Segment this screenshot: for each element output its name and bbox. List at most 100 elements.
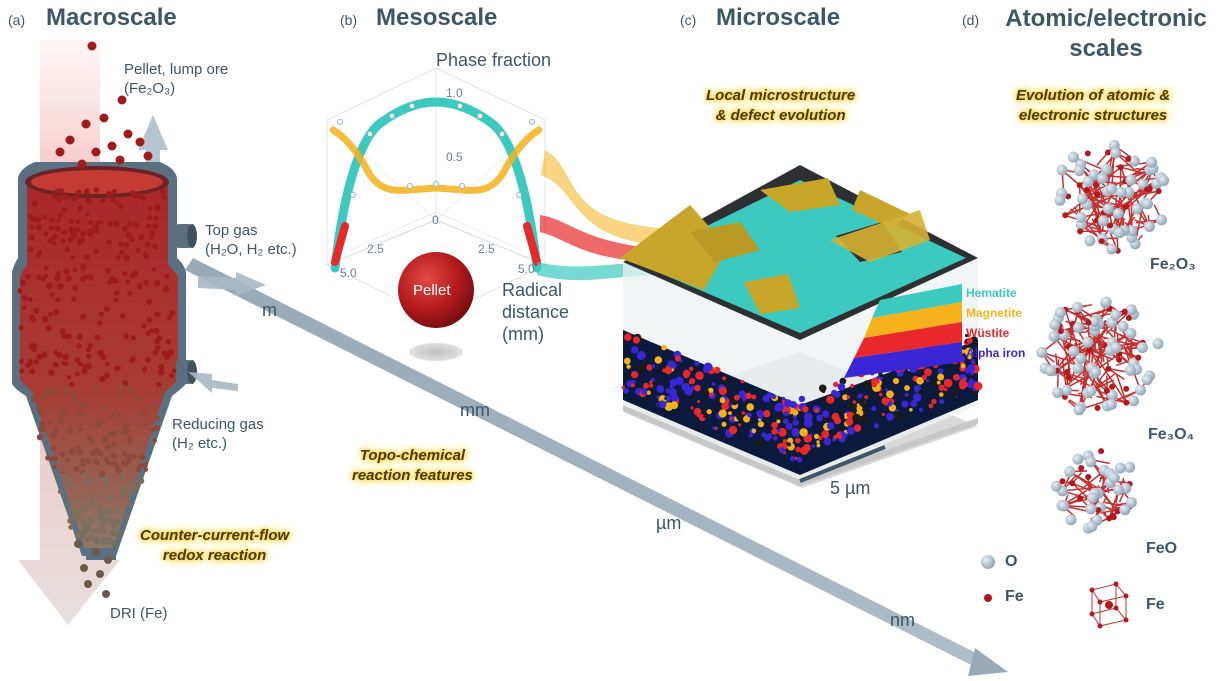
phase-speckle [781,399,785,403]
furnace-pellet [153,424,161,432]
o-atom [1114,227,1126,239]
o-atom [1082,336,1094,348]
phase-speckle [713,366,721,374]
furnace-pellet [103,372,110,379]
phase-speckle [792,419,799,426]
furnace-pellet [76,333,83,341]
phase-speckle [785,422,793,430]
furnace-pellet [82,274,88,280]
phase-speckle [664,366,673,375]
furnace-pellet [146,298,153,306]
phase-speckle [813,433,820,439]
scale-nm: nm [890,610,916,630]
phase-speckle [728,411,732,415]
phase-speckle [814,408,819,413]
furnace-pellet [45,388,52,395]
phase-speckle [624,333,632,342]
phase-speckle [771,394,777,400]
fe-atom [1077,228,1084,235]
furnace-pellet [160,188,167,195]
furnace-pellet [119,384,125,390]
phase-speckle [704,389,710,396]
fe-atom [1105,365,1112,372]
legend-wustite: Wüstite [966,326,1010,340]
phase-speckle [656,395,660,399]
phase-speckle [893,410,903,420]
furnace-pellet [100,524,106,530]
furnace-pellet [87,228,93,233]
furnace-pellet [74,357,81,364]
o-atom [1125,304,1137,316]
furnace-pellet [146,317,153,323]
furnace-pellet [93,536,99,541]
phase-speckle [832,437,836,442]
furnace-pellet [66,375,72,380]
furnace-pellet [84,254,90,260]
furnace-pellet [33,359,39,365]
furnace-pellet [124,514,129,519]
phase-speckle [782,418,789,424]
furnace-pellet [73,194,79,200]
furnace-pellet [154,338,161,344]
furnace-pellet [104,443,112,451]
o-atom [1125,174,1137,186]
local-microstructure-line2: & defect evolution [715,107,846,124]
tick-0-5: 0.5 [446,150,463,164]
legend-hematite: Hematite [966,286,1017,300]
furnace-pellet [129,357,136,364]
local-microstructure-line1: Local microstructure [706,87,856,104]
furnace-pellet [103,481,110,488]
phase-speckle [918,407,924,412]
furnace-pellet [105,537,113,544]
phase-speckle [845,418,854,426]
o-atom [1086,521,1098,532]
fe-atom [1117,164,1124,171]
phase-speckle [772,435,778,441]
phase-legend: Hematite Magnetite Wüstite Alpha iron [966,286,1025,366]
furnace-pellet [52,193,58,199]
furnace-pellet [37,433,44,440]
furnace-pellet [127,490,134,497]
furnace-pellet [95,419,103,427]
furnace-pellet [110,430,117,437]
furnace-pellet [125,279,131,285]
furnace-pellet [148,403,155,410]
o-atom [1105,398,1117,410]
furnace-pellet [123,333,130,340]
furnace-pellet [43,231,49,237]
furnace-pellet [74,497,80,503]
fe-atom [1085,474,1092,480]
phase-speckle [740,379,745,384]
pellet-label-line2: (Fe₂O₃) [124,80,176,97]
phase-speckle [811,444,816,448]
phase-speckle [649,383,654,388]
phase-speckle [857,394,862,399]
panel-a-letter: (a) [8,12,26,28]
furnace-pellet [59,451,66,458]
furnace-pellet [154,344,161,351]
furnace-pellet [121,225,128,232]
phase-speckle [802,406,809,413]
furnace-pellet [145,356,151,363]
pellet-particles [17,41,177,598]
phase-speckle [776,428,781,433]
fe-atom [1103,387,1110,394]
phase-speckle [937,373,945,381]
furnace-pellet [125,482,130,488]
scale-m: m [262,300,277,320]
tick-left-2-5: 2.5 [367,242,384,256]
furnace-pellet [122,428,130,435]
furnace-pellet [113,220,120,228]
o-atom [1110,309,1122,321]
furnace-pellet [135,247,142,254]
furnace-pellet [77,449,84,456]
phase-speckle [921,374,927,381]
phase-speckle [839,377,847,385]
tick-1-0: 1.0 [446,86,463,100]
phase-speckle [816,414,823,422]
furnace-pellet [119,492,125,498]
falling-pellet [123,129,133,139]
phase-speckle [675,376,684,386]
dri-pellet [104,556,112,564]
furnace-pellet [79,404,84,409]
